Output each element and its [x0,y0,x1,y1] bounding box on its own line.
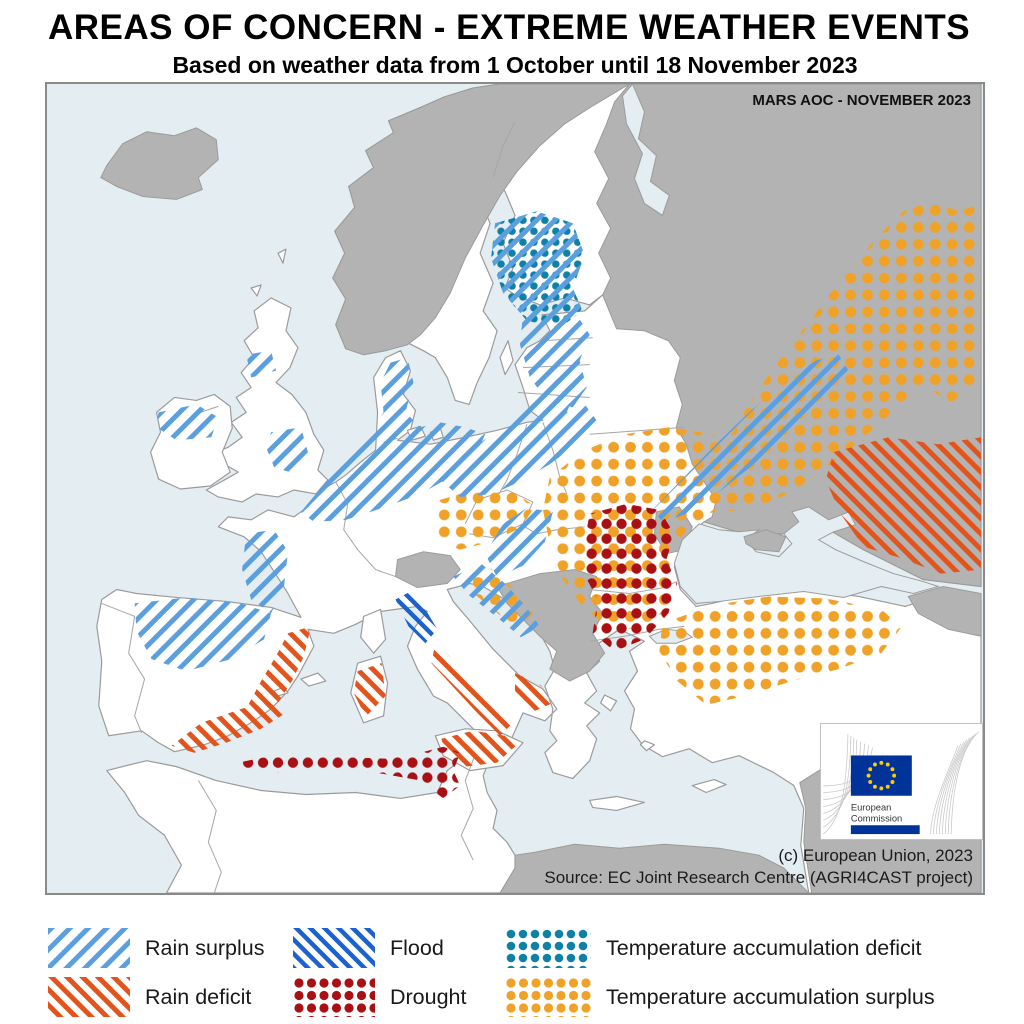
black-sea [673,506,940,604]
overlay-rain-surplus-west-france [242,529,288,614]
overlay-rain-deficit-group [171,437,982,767]
north-africa [106,752,516,893]
border-morocco-algeria [197,780,222,893]
legend-item-rain-surplus: Rain surplus [48,928,265,968]
rhodes [639,740,656,752]
source-text: Source: EC Joint Research Centre (AGRI4C… [544,868,973,887]
legend-label-temp-deficit: Temperature accumulation deficit [606,935,922,960]
overlay-rain-surplus-poland-lithuania [440,377,597,497]
overlay-rain-deficit-east-spain [246,626,311,719]
white-sea [622,84,670,217]
logo-text-line1: European [851,802,891,812]
temp-surplus-swatch-icon [505,977,591,1017]
eu-flag-stars [866,760,897,791]
legend-label-flood: Flood [390,935,444,960]
libya-egypt [499,843,810,893]
no-data-over-sea-group [743,529,982,637]
legend-item-temp-surplus: Temperature accumulation surplus [505,977,935,1017]
european-commission-logo: European Commission [820,723,983,840]
logo-text-line2: Commission [851,813,902,823]
overlay-rain-surplus-benelux-denmark [300,357,486,522]
overlay-rain-surplus-finland [491,211,585,328]
map-frame: MARS AOC - NOVEMBER 2023 [45,82,985,895]
overlay-rain-surplus-england [266,427,308,475]
flood-swatch-icon [293,928,375,968]
legend-label-drought: Drought [390,984,467,1009]
overlay-rain-deficit-sicily [441,730,517,767]
legend-item-temp-deficit: Temperature accumulation deficit [505,928,922,968]
overlay-rain-surplus-group [134,211,849,672]
logo-right-waves [930,731,979,835]
overlay-rain-deficit-caucasus [825,437,982,574]
page-subtitle: Based on weather data from 1 October unt… [172,52,858,78]
overlay-rain-deficit-central-italy [431,643,514,736]
overlay-rain-deficit-puglia [515,673,553,711]
cyprus [691,778,727,794]
border-spain-portugal [101,602,146,733]
overlay-rain-surplus-croatia [453,563,540,638]
legend-item-flood: Flood [293,928,444,968]
rain-surplus-swatch-icon [48,928,130,968]
overlay-drought-group [238,503,678,799]
shetland [277,248,287,264]
european-commission-logo-graphic: European Commission [823,731,979,835]
overlay-temp-surplus-czechia-austria [433,489,535,550]
legend-label-rain-surplus: Rain surplus [145,935,265,960]
overlay-flood-group [395,591,438,644]
overlay-drought-romania-bulgaria [581,503,678,652]
legend-item-drought: Drought [293,977,467,1017]
logo-blue-bar [850,825,920,835]
border-algeria-tunisia [460,754,476,861]
gotland [499,340,514,376]
overlay-rain-surplus-ireland [156,404,219,441]
legend-item-rain-deficit: Rain deficit [48,977,251,1017]
crete [589,795,646,812]
overlay-rain-surplus-scotland [246,350,277,378]
rain-deficit-swatch-icon [48,977,130,1017]
overlay-temp-surplus-turkey [659,596,902,705]
norway [332,84,631,356]
overlay-rain-deficit-sardinia [353,663,386,717]
overlay-rain-surplus-hungary [485,507,553,578]
overlay-rain-deficit-south-spain [171,700,286,753]
overlay-rain-surplus-belarus-russia [652,354,849,522]
overlay-flood-tuscany [395,591,438,644]
map-corner-label: MARS AOC - NOVEMBER 2023 [752,92,971,109]
iceland [100,127,219,200]
copyright-text: (c) European Union, 2023 [778,846,973,865]
legend-label-rain-deficit: Rain deficit [145,984,252,1009]
orkney [250,284,262,297]
temp-deficit-swatch-icon [505,928,591,968]
caucasus-georgia [907,586,982,637]
overlay-drought-algeria-tunisia [238,746,461,799]
legend-label-temp-surplus: Temperature accumulation surplus [606,984,935,1009]
overlay-rain-surplus-north-spain [134,597,272,672]
mallorca [300,672,327,687]
crimea [743,529,787,553]
border-sweden-finland [492,121,516,178]
europe-map [47,84,983,893]
euboea [600,694,618,712]
overlay-rain-surplus-baltics [519,307,590,408]
page-title: AREAS OF CONCERN - EXTREME WEATHER EVENT… [48,8,971,47]
corsica [360,608,387,654]
drought-swatch-icon [293,977,375,1017]
